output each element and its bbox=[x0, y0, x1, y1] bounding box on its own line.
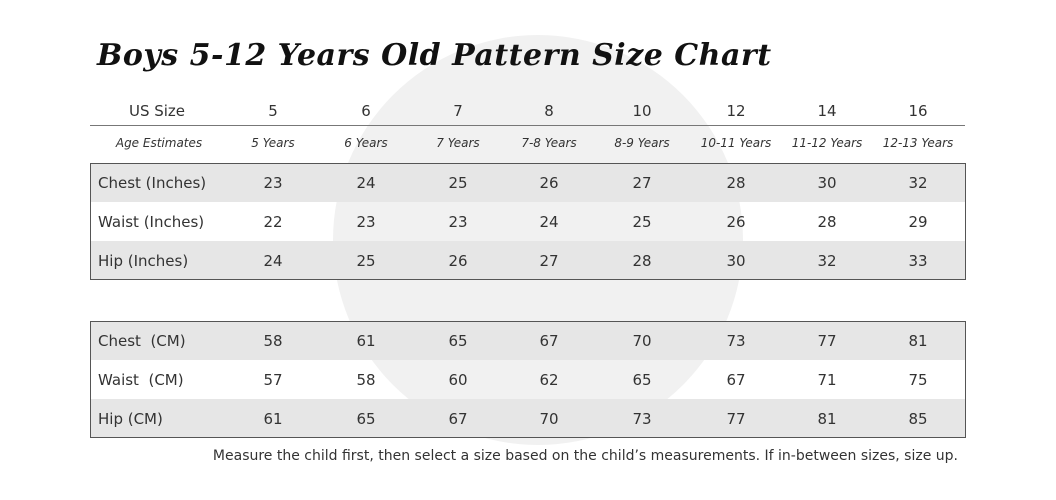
age-label: Age Estimates bbox=[115, 136, 203, 150]
cell-value: 25 bbox=[448, 173, 468, 192]
cell-value: 33 bbox=[908, 251, 928, 270]
age-value: 5 Years bbox=[251, 136, 295, 150]
cell-value: 28 bbox=[817, 212, 837, 231]
cell-value: 27 bbox=[539, 251, 559, 270]
cell-value: 81 bbox=[817, 409, 837, 428]
cell-value: 62 bbox=[539, 370, 559, 389]
cell-value: 73 bbox=[632, 409, 652, 428]
cell-value: 65 bbox=[448, 331, 468, 350]
cell-value: 81 bbox=[908, 331, 928, 350]
cell-value: 29 bbox=[908, 212, 928, 231]
cell-value: 65 bbox=[356, 409, 376, 428]
cell-value: 27 bbox=[632, 173, 652, 192]
cell-value: 58 bbox=[263, 331, 283, 350]
row-background bbox=[90, 163, 965, 202]
cell-value: 67 bbox=[726, 370, 746, 389]
age-value: 7-8 Years bbox=[521, 136, 577, 150]
cell-value: 26 bbox=[726, 212, 746, 231]
cell-value: 24 bbox=[263, 251, 283, 270]
cell-value: 26 bbox=[448, 251, 468, 270]
cell-value: 70 bbox=[539, 409, 559, 428]
age-value: 8-9 Years bbox=[614, 136, 670, 150]
cell-value: 28 bbox=[632, 251, 652, 270]
cell-value: 30 bbox=[817, 173, 837, 192]
header-label: US Size bbox=[128, 102, 186, 120]
cell-value: 22 bbox=[263, 212, 283, 231]
row-background bbox=[90, 241, 965, 280]
row-label: Hip (Inches) bbox=[98, 251, 189, 270]
cell-value: 73 bbox=[726, 331, 746, 350]
cell-value: 25 bbox=[632, 212, 652, 231]
size-header: 14 bbox=[817, 102, 837, 120]
cell-value: 25 bbox=[356, 251, 376, 270]
cell-value: 32 bbox=[817, 251, 837, 270]
age-value: 12-13 Years bbox=[882, 136, 954, 150]
cell-value: 24 bbox=[539, 212, 559, 231]
cell-value: 26 bbox=[539, 173, 559, 192]
cell-value: 32 bbox=[908, 173, 928, 192]
row-label: Waist (CM) bbox=[98, 370, 184, 389]
cell-value: 24 bbox=[356, 173, 376, 192]
cell-value: 57 bbox=[263, 370, 283, 389]
cell-value: 23 bbox=[448, 212, 468, 231]
size-header: 8 bbox=[544, 102, 554, 120]
cell-value: 75 bbox=[908, 370, 928, 389]
size-header: 10 bbox=[632, 102, 652, 120]
cell-value: 71 bbox=[817, 370, 837, 389]
age-value: 10-11 Years bbox=[700, 136, 772, 150]
cell-value: 60 bbox=[448, 370, 468, 389]
age-value: 7 Years bbox=[436, 136, 480, 150]
cell-value: 67 bbox=[448, 409, 468, 428]
cell-value: 58 bbox=[356, 370, 376, 389]
cell-value: 70 bbox=[632, 331, 652, 350]
table-border bbox=[90, 163, 966, 280]
row-background bbox=[90, 399, 965, 438]
cell-value: 30 bbox=[726, 251, 746, 270]
cell-value: 61 bbox=[356, 331, 376, 350]
size-header: 12 bbox=[726, 102, 746, 120]
size-header: 5 bbox=[268, 102, 278, 120]
cell-value: 61 bbox=[263, 409, 283, 428]
size-header: 16 bbox=[908, 102, 928, 120]
row-label: Chest (Inches) bbox=[98, 173, 207, 192]
cell-value: 85 bbox=[908, 409, 928, 428]
size-header: 7 bbox=[453, 102, 463, 120]
cell-value: 77 bbox=[726, 409, 746, 428]
cell-value: 23 bbox=[356, 212, 376, 231]
table-border bbox=[90, 321, 966, 438]
row-background bbox=[90, 321, 965, 360]
footnote: Measure the child first, then select a s… bbox=[212, 448, 958, 464]
size-header: 6 bbox=[361, 102, 371, 120]
cell-value: 23 bbox=[263, 173, 283, 192]
row-label: Chest (CM) bbox=[98, 331, 186, 350]
cell-value: 65 bbox=[632, 370, 652, 389]
header-rule bbox=[90, 125, 965, 126]
age-value: 6 Years bbox=[344, 136, 388, 150]
cell-value: 28 bbox=[726, 173, 746, 192]
title: Boys 5-12 Years Old Pattern Size Chart bbox=[97, 38, 772, 73]
row-label: Hip (CM) bbox=[98, 409, 163, 428]
row-label: Waist (Inches) bbox=[98, 212, 205, 231]
cell-value: 67 bbox=[539, 331, 559, 350]
cell-value: 77 bbox=[817, 331, 837, 350]
age-value: 11-12 Years bbox=[791, 136, 863, 150]
